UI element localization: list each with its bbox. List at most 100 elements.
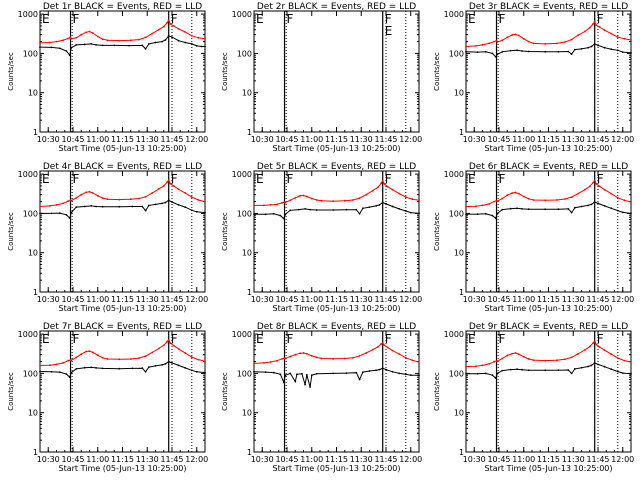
data-point-events (391, 370, 394, 373)
x-tick-label: 11:45 (374, 295, 397, 304)
data-point-lld (522, 355, 525, 358)
panel-title: Det 6r BLACK = Events, RED = LLD (469, 162, 628, 172)
data-point-events (580, 366, 583, 369)
data-point-events (385, 368, 387, 371)
y-tick-label: 10 (242, 89, 252, 98)
y-axis: 1 10 100 1000 (18, 10, 205, 137)
data-point-lld (55, 363, 58, 366)
data-point-lld (315, 199, 318, 201)
data-point-events (167, 199, 170, 202)
data-point-events (65, 373, 68, 375)
data-point-events (476, 51, 479, 53)
data-point-events (484, 372, 487, 375)
data-point-lld (603, 349, 606, 352)
data-point-events (101, 367, 104, 370)
flag-E: E (256, 332, 264, 346)
data-point-events (282, 381, 285, 383)
data-point-lld (144, 355, 147, 357)
series-line-lld (253, 342, 420, 364)
data-point-lld (603, 188, 606, 191)
data-point-lld (365, 352, 368, 354)
data-point-events (378, 204, 381, 206)
flag-F: F (597, 332, 604, 346)
data-point-events (465, 213, 467, 216)
data-point-events (378, 368, 381, 371)
x-tick-label: 10:30 (37, 295, 60, 304)
data-point-lld (190, 196, 193, 199)
data-point-lld (610, 192, 613, 195)
data-point-events (90, 205, 93, 207)
flag-F: F (597, 12, 604, 26)
data-point-lld (55, 40, 58, 43)
data-point-events (593, 201, 596, 203)
x-axis-label: Start Time (05-Jun-13 10:25:00) (273, 304, 401, 313)
data-point-lld (184, 352, 187, 354)
data-point-lld (332, 357, 335, 360)
data-point-events (491, 52, 494, 55)
data-point-events (309, 386, 311, 388)
data-point-lld (157, 347, 160, 350)
data-point-events (284, 213, 287, 216)
data-point-lld (184, 192, 187, 194)
data-point-events (83, 43, 86, 46)
data-point-events (476, 372, 479, 375)
data-point-lld (177, 28, 180, 30)
series-line-lld (465, 179, 632, 207)
data-point-events (161, 364, 164, 366)
data-point-events (590, 203, 593, 206)
data-point-lld (630, 361, 632, 363)
data-point-lld (501, 197, 504, 200)
data-point-events (630, 372, 632, 375)
data-point-lld (49, 364, 51, 367)
x-tick-label: 11:30 (136, 135, 159, 144)
flag-F: F (499, 172, 506, 186)
data-point-lld (555, 199, 558, 201)
data-point-lld (70, 199, 73, 202)
data-point-events (570, 211, 573, 214)
panel-title: Det 3r BLACK = Events, RED = LLD (469, 2, 628, 12)
data-point-lld (593, 340, 596, 343)
data-point-lld (623, 199, 626, 202)
data-point-lld (380, 343, 382, 345)
data-point-events (154, 203, 157, 206)
data-point-lld (488, 363, 490, 365)
data-point-lld (598, 185, 601, 188)
data-point-events (362, 207, 364, 210)
data-point-lld (386, 185, 389, 188)
x-tick-label: 11:00 (512, 295, 535, 304)
data-point-events (113, 44, 116, 47)
data-point-lld (544, 199, 547, 202)
data-point-lld (365, 193, 368, 196)
data-point-events (65, 213, 68, 216)
data-point-lld (514, 191, 517, 194)
x-tick-label: 11:00 (300, 135, 323, 144)
data-point-lld (310, 197, 313, 200)
flag-F: F (287, 332, 294, 346)
data-point-events (289, 372, 292, 375)
data-point-events (154, 365, 157, 367)
data-point-events (204, 371, 206, 374)
data-point-events (409, 374, 412, 377)
data-point-lld (411, 359, 414, 362)
x-tick-label: 11:45 (160, 295, 183, 304)
data-point-lld (276, 203, 278, 206)
y-tick-label: 100 (23, 369, 38, 378)
flag-E: E (468, 12, 476, 26)
data-point-lld (70, 359, 73, 362)
data-point-events (39, 370, 41, 373)
panel-det-8: Det 8r BLACK = Events, RED = LLD11010010… (221, 322, 422, 473)
data-point-lld (151, 32, 154, 35)
data-point-lld (263, 362, 265, 364)
y-axis: 1 10 100 1000 (18, 330, 205, 457)
y-tick-label: 1 (459, 448, 464, 457)
data-point-lld (404, 356, 407, 359)
data-point-events (289, 209, 292, 212)
y-axis: 1 10 100 1000 (232, 10, 419, 137)
data-point-events (164, 201, 167, 204)
y-tick-label: 1 (33, 448, 38, 457)
data-point-events (148, 366, 150, 368)
panel-det-6: Det 6r BLACK = Events, RED = LLD11010010… (433, 162, 634, 313)
x-axis-label: Start Time (05-Jun-13 10:25:00) (485, 304, 613, 313)
data-point-events (496, 53, 499, 56)
data-point-events (68, 217, 71, 220)
